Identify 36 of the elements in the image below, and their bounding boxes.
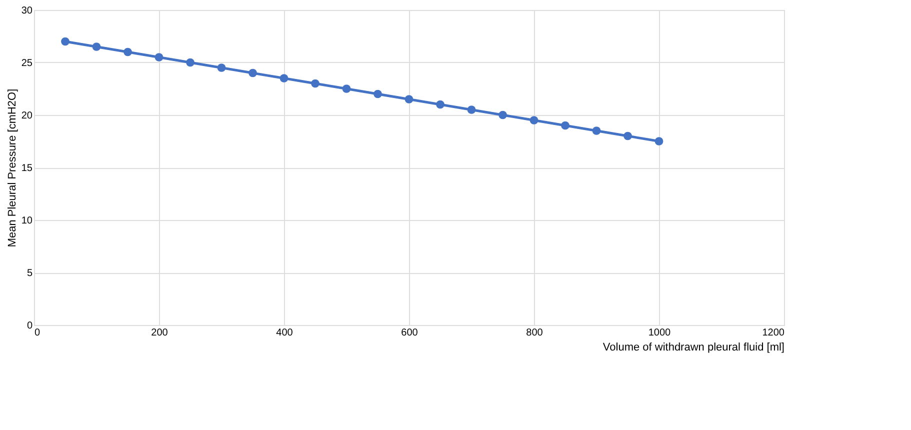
point: [186, 58, 194, 67]
point: [124, 48, 132, 56]
x-axis-title: Volume of withdrawn pleural fluid [ml]: [602, 342, 784, 354]
point: [217, 64, 226, 72]
point: [561, 121, 570, 130]
point: [92, 42, 101, 51]
y-tick-label: 5: [26, 268, 33, 279]
point: [374, 90, 382, 98]
x-tick-label: 400: [276, 328, 294, 338]
y-tick-label: 20: [21, 110, 33, 122]
x-tick-label: 200: [151, 328, 168, 338]
x-tick-label: 800: [526, 328, 544, 338]
y-tick-label: 0: [26, 320, 33, 332]
y-tick-label: 30: [21, 6, 33, 16]
point: [280, 74, 288, 82]
point: [248, 68, 257, 78]
point: [624, 132, 632, 140]
point: [498, 110, 507, 120]
point: [530, 116, 538, 124]
y-tick-label: 15: [21, 163, 33, 174]
x-tick-label: 600: [401, 328, 418, 338]
x-tick-label: 0: [34, 328, 40, 338]
point: [311, 79, 320, 88]
point: [404, 95, 414, 104]
y-axis-title: Mean Pleural Pressure [cmH2O]: [6, 88, 18, 248]
point: [436, 100, 444, 109]
x-tick-label: 1200: [762, 328, 785, 338]
point: [61, 37, 70, 46]
y-tick-label: 10: [21, 216, 33, 226]
point: [342, 84, 351, 93]
point: [654, 137, 664, 146]
point: [592, 126, 601, 135]
x-tick-label: 1000: [648, 328, 672, 338]
y-tick-label: 25: [21, 58, 33, 69]
point: [467, 106, 476, 114]
point: [154, 53, 164, 62]
